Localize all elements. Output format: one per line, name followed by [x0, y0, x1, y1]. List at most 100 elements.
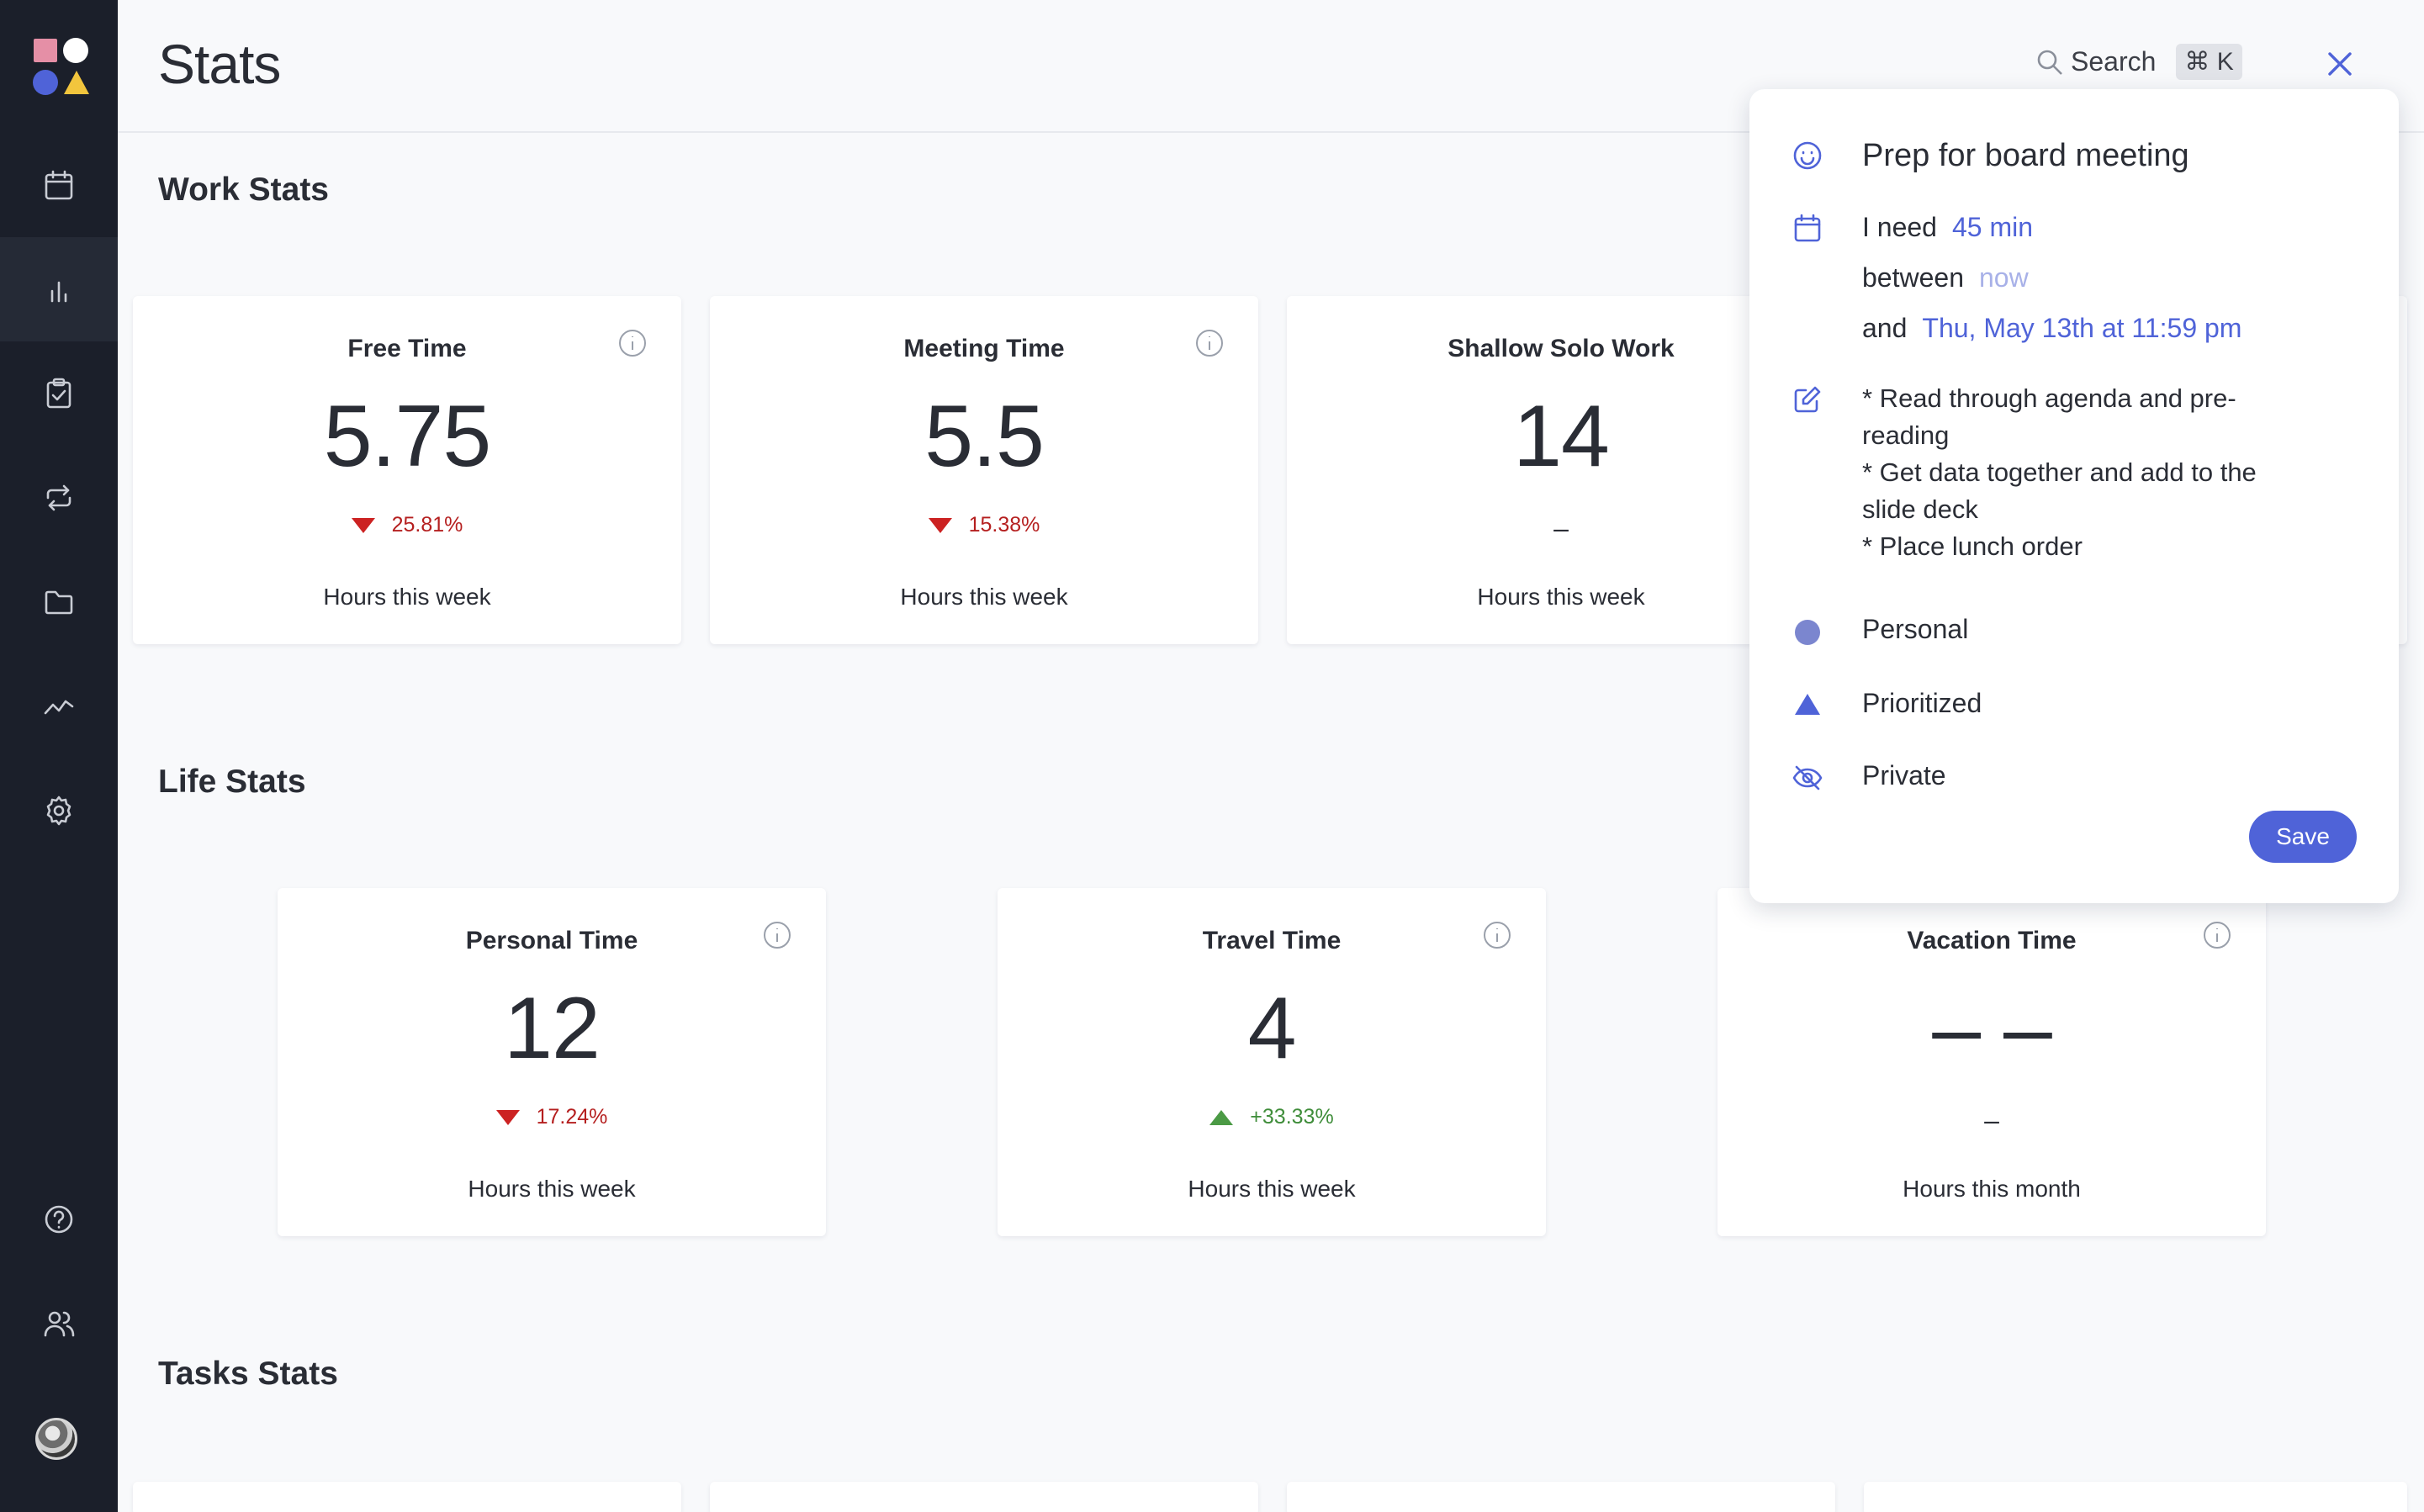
save-button[interactable]: Save	[2249, 811, 2357, 863]
stat-card-travel-time: Travel Time 4 +33.33% Hours this week	[998, 888, 1546, 1236]
delta-value: –	[1984, 1105, 1999, 1135]
task-title[interactable]: Prep for board meeting	[1862, 138, 2189, 173]
search-label: Search	[2071, 46, 2157, 77]
nav-folder[interactable]	[0, 550, 118, 654]
card-value: 14	[1513, 388, 1610, 485]
search-button[interactable]: Search ⌘ K	[2035, 44, 2242, 80]
card-title: Meeting Time	[903, 335, 1065, 362]
card-title: Free Time	[347, 335, 467, 362]
card-value: 5.5	[924, 388, 1045, 485]
end-row: and Thu, May 13th at 11:59 pm	[1862, 313, 2241, 344]
folder-icon	[45, 590, 73, 615]
card-footer: Hours this week	[1477, 584, 1645, 610]
card-title: Shallow Solo Work	[1448, 335, 1675, 362]
sidebar	[0, 0, 118, 1512]
trend-up-icon	[1209, 1109, 1234, 1125]
edit-icon	[1792, 383, 1823, 415]
notes-line: * Get data together and add to the	[1862, 457, 2257, 487]
help-icon	[45, 1205, 73, 1234]
delta-value: +33.33%	[1250, 1105, 1334, 1129]
task-edit-popup: Prep for board meeting I need 45 min betw…	[1749, 89, 2399, 903]
nav-tasks[interactable]	[0, 341, 118, 446]
end-value[interactable]: Thu, May 13th at 11:59 pm	[1922, 313, 2242, 343]
trend-down-icon	[495, 1109, 520, 1125]
card-footer: Hours this week	[323, 584, 491, 610]
close-icon	[2328, 52, 2352, 76]
card-delta: 25.81%	[133, 513, 681, 537]
tasks-card	[1864, 1482, 2407, 1512]
delta-value: 17.24%	[536, 1105, 608, 1129]
category-select[interactable]: Personal	[1862, 614, 1969, 644]
start-row: between now	[1862, 262, 2029, 293]
card-footer: Hours this week	[1188, 1176, 1356, 1202]
duration-row: I need 45 min	[1862, 212, 2033, 243]
tasks-stats-heading: Tasks Stats	[158, 1356, 338, 1392]
stat-card-meeting-time: Meeting Time 5.5 15.38% Hours this week	[710, 296, 1258, 644]
info-icon[interactable]	[1194, 328, 1225, 358]
card-title: Travel Time	[1202, 927, 1342, 954]
card-delta: 15.38%	[710, 513, 1258, 537]
nav-settings[interactable]	[0, 759, 118, 863]
life-stats-heading: Life Stats	[158, 764, 306, 800]
card-footer: Hours this week	[900, 584, 1068, 610]
calendar-icon	[45, 170, 73, 200]
info-icon[interactable]	[617, 328, 648, 358]
nav-analytics[interactable]	[0, 654, 118, 759]
search-shortcut-badge: ⌘ K	[2176, 44, 2242, 80]
work-stats-heading: Work Stats	[158, 172, 329, 208]
delta-value: 15.38%	[968, 513, 1040, 537]
card-title: Vacation Time	[1907, 927, 2077, 954]
nav-calendar[interactable]	[0, 133, 118, 237]
nav-stats[interactable]	[0, 237, 118, 341]
calendar-icon	[1792, 212, 1823, 244]
card-delta: –	[1717, 1105, 2266, 1136]
notes-line: * Place lunch order	[1862, 531, 2083, 561]
tasks-card	[133, 1482, 681, 1512]
priority-toggle[interactable]: Prioritized	[1862, 688, 1982, 718]
need-label: I need	[1862, 212, 1937, 242]
nav-team[interactable]	[0, 1271, 118, 1376]
info-icon[interactable]	[2202, 920, 2232, 950]
notes-line: reading	[1862, 420, 1950, 450]
card-value: 4	[1247, 980, 1297, 1077]
priority-triangle-icon	[1792, 688, 1823, 720]
nav-habits[interactable]	[0, 446, 118, 550]
stat-card-shallow-solo-work: Shallow Solo Work 14 – Hours this week	[1287, 296, 1835, 644]
gear-icon	[46, 796, 71, 826]
duration-value[interactable]: 45 min	[1951, 212, 2034, 242]
card-value: 5.75	[323, 388, 491, 485]
card-footer: Hours this week	[468, 1176, 636, 1202]
page-title: Stats	[158, 33, 281, 95]
app-logo[interactable]	[32, 37, 91, 96]
visibility-toggle[interactable]: Private	[1862, 760, 1946, 790]
close-button[interactable]	[2323, 47, 2357, 81]
and-label: and	[1862, 313, 1908, 343]
search-icon	[2037, 50, 2062, 75]
card-delta: +33.33%	[998, 1105, 1546, 1129]
trend-down-icon	[351, 517, 375, 533]
card-value: – –	[1932, 980, 2052, 1077]
tasks-card	[710, 1482, 1258, 1512]
notes-line: * Read through agenda and pre-	[1862, 383, 2236, 413]
delta-value: –	[1553, 513, 1569, 543]
start-value[interactable]: now	[1978, 262, 2029, 293]
card-footer: Hours this month	[1903, 1176, 2081, 1202]
delta-value: 25.81%	[391, 513, 463, 537]
smiley-icon[interactable]	[1792, 140, 1823, 172]
user-avatar[interactable]	[35, 1418, 77, 1460]
eye-off-icon	[1792, 762, 1823, 794]
card-delta: –	[1287, 513, 1835, 544]
repeat-icon	[46, 484, 71, 511]
stat-card-vacation-time: Vacation Time – – – Hours this month	[1717, 888, 2266, 1236]
card-delta: 17.24%	[278, 1105, 826, 1129]
info-icon[interactable]	[762, 920, 792, 950]
trend-down-icon	[928, 517, 952, 533]
task-notes[interactable]: * Read through agenda and pre- reading *…	[1862, 380, 2333, 565]
card-value: 12	[504, 980, 601, 1077]
between-label: between	[1862, 262, 1964, 293]
info-icon[interactable]	[1482, 920, 1512, 950]
bar-chart-icon	[50, 281, 67, 303]
card-title: Personal Time	[465, 927, 638, 954]
trend-icon	[44, 700, 74, 715]
nav-help[interactable]	[0, 1167, 118, 1271]
